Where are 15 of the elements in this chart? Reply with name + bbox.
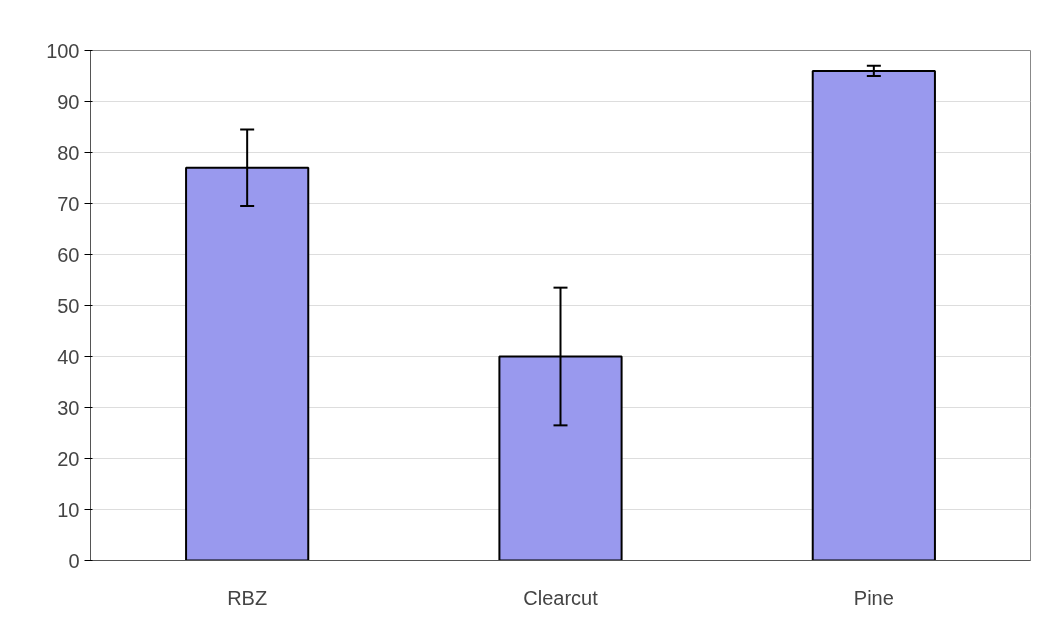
x-tick-label: Pine: [853, 586, 894, 609]
y-tick-label: 80: [57, 141, 80, 164]
bar: [811, 69, 936, 561]
y-tick-label: 100: [46, 39, 80, 62]
x-tick-label: Clearcut: [523, 586, 599, 609]
y-tick-label: 20: [57, 447, 80, 470]
y-tick-label: 0: [68, 549, 80, 572]
y-tick-label: 90: [57, 90, 80, 113]
y-tick-label: 50: [57, 294, 80, 317]
y-tick-label: 10: [57, 498, 80, 521]
y-tick-label: 40: [57, 345, 80, 368]
y-tick-label: 60: [57, 243, 80, 266]
y-tick-label: 30: [57, 396, 80, 419]
x-tick-label: RBZ: [227, 586, 268, 609]
y-tick-label: 70: [57, 192, 80, 215]
